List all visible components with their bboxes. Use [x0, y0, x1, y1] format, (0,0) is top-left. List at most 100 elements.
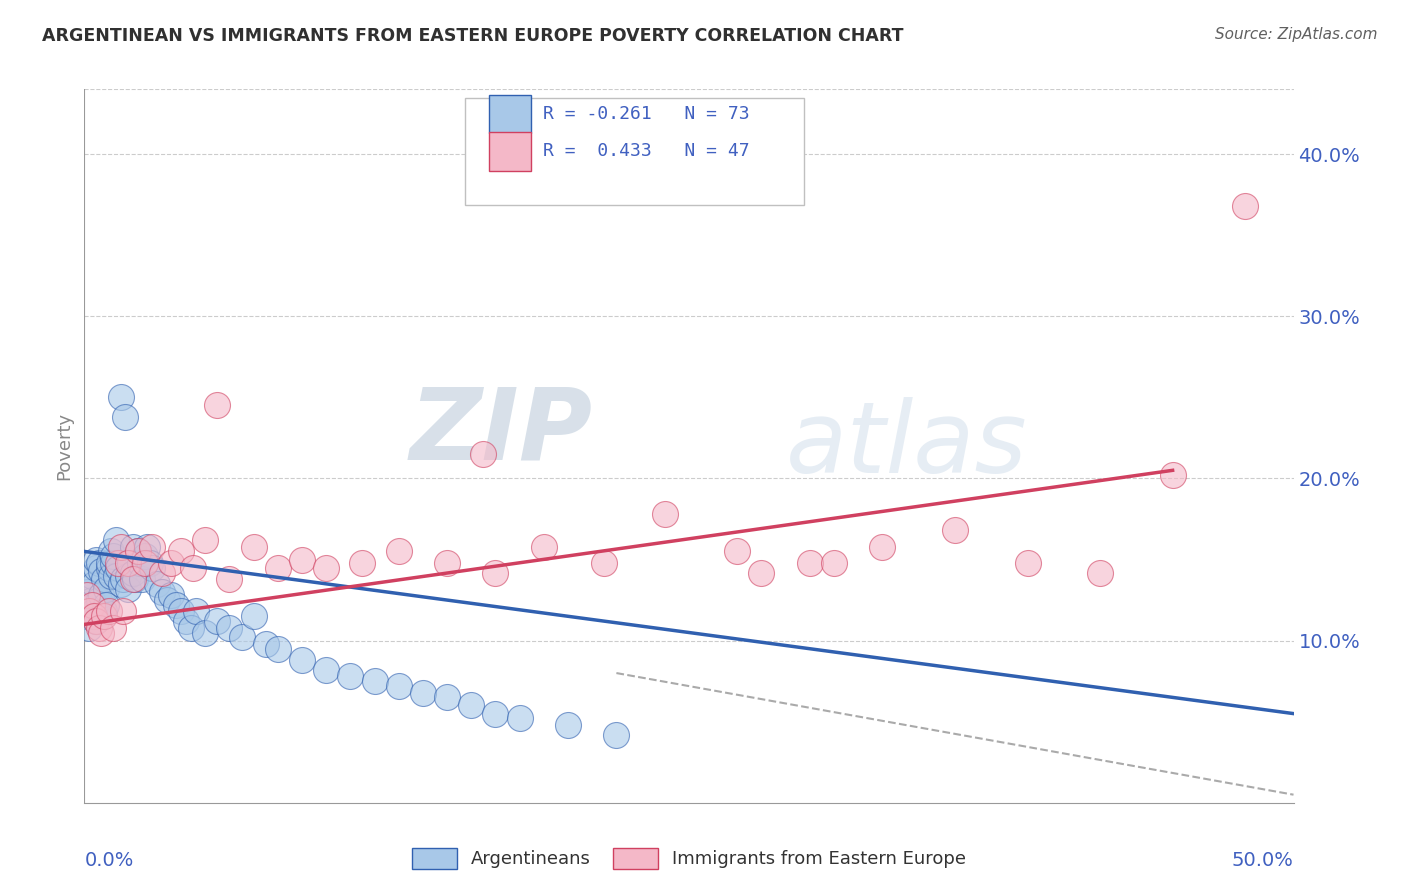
Point: [174, 614, 197, 628]
Point: [388, 544, 411, 558]
Point: [242, 540, 264, 554]
Point: [1234, 199, 1257, 213]
Point: [412, 685, 434, 699]
Point: [121, 566, 143, 580]
Point: [207, 399, 229, 413]
Point: [117, 556, 139, 570]
Point: [76, 585, 98, 599]
Point: [83, 604, 105, 618]
Point: [141, 540, 163, 554]
Point: [138, 556, 160, 570]
Point: [134, 556, 156, 570]
Point: [472, 447, 495, 461]
Point: [103, 549, 125, 564]
Point: [146, 577, 169, 591]
Point: [218, 621, 240, 635]
Y-axis label: Poverty: Poverty: [55, 412, 73, 480]
Point: [90, 625, 112, 640]
Point: [267, 641, 290, 656]
Text: ARGENTINEAN VS IMMIGRANTS FROM EASTERN EUROPE POVERTY CORRELATION CHART: ARGENTINEAN VS IMMIGRANTS FROM EASTERN E…: [42, 27, 904, 45]
Point: [291, 552, 314, 566]
Point: [436, 690, 458, 705]
Point: [93, 609, 115, 624]
Point: [110, 540, 132, 554]
Point: [339, 669, 361, 683]
Point: [1088, 566, 1111, 580]
Point: [87, 593, 110, 607]
Point: [121, 572, 143, 586]
Point: [484, 706, 506, 721]
Point: [94, 598, 117, 612]
Point: [605, 728, 627, 742]
Point: [97, 556, 120, 570]
Point: [93, 572, 115, 586]
Point: [97, 604, 120, 618]
Point: [872, 540, 894, 554]
Legend: Argentineans, Immigrants from Eastern Europe: Argentineans, Immigrants from Eastern Eu…: [405, 840, 973, 876]
Point: [127, 544, 149, 558]
Point: [218, 572, 240, 586]
Point: [254, 637, 277, 651]
Point: [557, 718, 579, 732]
Point: [533, 540, 555, 554]
Point: [160, 588, 183, 602]
Point: [134, 549, 156, 564]
Point: [103, 556, 125, 570]
Point: [110, 390, 132, 404]
Point: [93, 604, 115, 618]
Text: Source: ZipAtlas.com: Source: ZipAtlas.com: [1215, 27, 1378, 42]
Text: R =  0.433   N = 47: R = 0.433 N = 47: [543, 143, 749, 161]
Point: [97, 560, 120, 574]
Point: [593, 556, 616, 570]
Point: [100, 568, 122, 582]
Point: [184, 604, 207, 618]
Point: [150, 566, 173, 580]
Point: [127, 544, 149, 558]
Point: [160, 556, 183, 570]
Point: [315, 663, 337, 677]
Point: [104, 568, 127, 582]
Point: [194, 625, 217, 640]
Point: [121, 540, 143, 554]
Point: [363, 674, 385, 689]
Point: [83, 577, 105, 591]
Point: [170, 604, 193, 618]
Point: [87, 556, 110, 570]
Point: [242, 609, 264, 624]
Text: 50.0%: 50.0%: [1232, 852, 1294, 871]
Point: [86, 560, 108, 574]
Point: [388, 679, 411, 693]
Point: [725, 544, 748, 558]
Point: [110, 577, 132, 591]
Point: [291, 653, 314, 667]
Point: [76, 588, 98, 602]
Point: [231, 631, 253, 645]
Point: [1017, 556, 1039, 570]
Point: [943, 524, 966, 538]
Point: [131, 572, 153, 586]
Point: [77, 604, 100, 618]
Point: [80, 598, 103, 612]
Point: [90, 588, 112, 602]
Point: [436, 556, 458, 570]
Point: [207, 614, 229, 628]
Point: [129, 556, 152, 570]
Point: [87, 621, 110, 635]
Point: [77, 621, 100, 635]
Point: [76, 609, 98, 624]
Point: [120, 556, 142, 570]
FancyBboxPatch shape: [489, 132, 530, 170]
Point: [90, 564, 112, 578]
Point: [194, 533, 217, 547]
Point: [823, 556, 845, 570]
Point: [654, 507, 676, 521]
Point: [77, 601, 100, 615]
Point: [107, 556, 129, 570]
Point: [117, 568, 139, 582]
Point: [315, 560, 337, 574]
Text: ZIP: ZIP: [409, 384, 592, 480]
Point: [86, 552, 108, 566]
Point: [509, 711, 531, 725]
Point: [352, 556, 374, 570]
Point: [267, 560, 290, 574]
